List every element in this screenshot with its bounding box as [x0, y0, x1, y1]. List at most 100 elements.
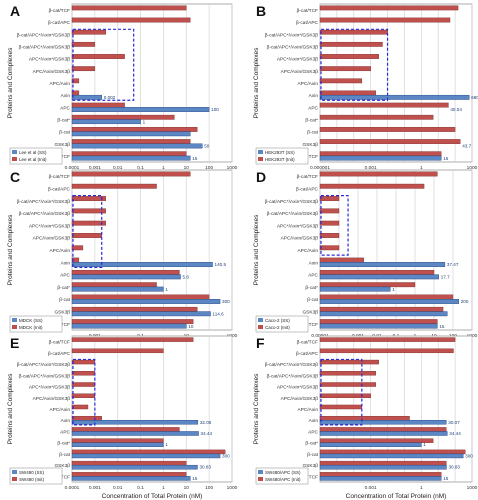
tick-label-x: 1 [162, 165, 165, 171]
bar-init [71, 17, 191, 23]
panel-letter: C [10, 169, 20, 185]
tick-label-x: 1 [162, 485, 165, 491]
bar-ss [319, 311, 448, 317]
y-axis-title: Proteins and Complexes [253, 47, 260, 119]
data-label: 30.83 [448, 465, 460, 470]
bar-init [319, 282, 416, 288]
legend-swatch [12, 150, 17, 154]
bar-ss [319, 453, 464, 459]
legend-label: MDCK (SS) [19, 318, 43, 323]
tick-label-category: APC [308, 429, 318, 435]
bar-init [71, 294, 210, 300]
bar-ss [71, 131, 191, 137]
bar-init [71, 306, 198, 312]
legend-label: MDCK (Init) [19, 325, 43, 330]
tick-label-category: β-cat/TCF [297, 340, 318, 346]
y-axis-title: Proteins and Complexes [253, 373, 260, 445]
bar-ss [319, 286, 391, 292]
bar-ss [71, 286, 164, 292]
bar-init [319, 359, 379, 365]
highlight-box [320, 358, 363, 426]
data-label: 34.44 [201, 431, 213, 436]
bar-init [319, 233, 340, 238]
tick-label-category: GSK3β [302, 142, 318, 148]
tick-label-category: APC*/Axin*/GSK3β [277, 57, 318, 63]
legend-label: HEK293T (Init) [265, 157, 295, 162]
tick-label-category: GSK3β [54, 310, 70, 316]
tick-label-category: APC [60, 273, 70, 279]
bar-init [319, 29, 388, 35]
tick-label-category: β-cat/APC*/Axin*/GSK3β [265, 32, 318, 38]
data-label: 100 [211, 107, 219, 112]
tick-label-x: 1000 [227, 485, 238, 491]
bar-ss [71, 420, 199, 425]
tick-label-category: β-cat/APC*/Axin/GSK3β [19, 211, 71, 217]
tick-label-category: APC/Axin/GSK3β [281, 69, 319, 75]
tick-label-category: β-cat/APC*/Axin/GSK3β [267, 211, 319, 217]
tick-label-category: β-cat/APC [296, 186, 318, 192]
data-label: 32.05 [200, 420, 212, 425]
tick-label-category: β-cat* [57, 117, 70, 123]
tick-label-category: Axin [61, 260, 71, 266]
tick-label-category: β-cat/APC [296, 351, 318, 357]
data-label: 140.5 [215, 262, 227, 267]
data-label: 300 [465, 453, 473, 458]
bar-ss [71, 431, 199, 436]
tick-label-category: β-cat/TCF [297, 174, 318, 180]
tick-label-category: β-cat* [305, 441, 318, 447]
bar-init [319, 404, 363, 410]
bar-init [71, 404, 89, 410]
bar-init [71, 282, 157, 288]
bar-ss [71, 119, 141, 125]
data-label: 1 [143, 119, 146, 124]
tick-label-x: 100 [205, 485, 213, 491]
data-label: 15 [443, 476, 449, 481]
tick-label-x: 1 [420, 165, 423, 171]
tick-label-x: 0.01 [113, 485, 123, 491]
bar-ss [71, 107, 210, 112]
bar-init [319, 449, 466, 455]
tick-label-category: Axin [61, 93, 71, 99]
bar-init [319, 472, 442, 477]
tick-label-category: APC/Axin [297, 81, 318, 87]
bar-ss [71, 476, 191, 481]
tick-label-category: GSK3β [54, 142, 70, 148]
tick-label-category: APC/Axin/GSK3β [281, 236, 319, 242]
plot-area [71, 169, 233, 331]
legend [255, 315, 309, 333]
tick-label-category: Axin [309, 93, 319, 99]
bar-ss [71, 155, 191, 161]
bar-ss [71, 143, 203, 149]
tick-label-category: APC/Axin/GSK3β [33, 236, 71, 242]
bar-init [319, 220, 340, 226]
data-label: 300 [222, 453, 230, 458]
bar-init [319, 90, 376, 96]
bar-init [71, 371, 96, 376]
highlight-box [72, 28, 135, 101]
bar-init [71, 183, 157, 189]
tick-label-category: APC*/Axin*/GSK3β [277, 385, 318, 391]
legend-swatch [258, 150, 263, 154]
bar-init [319, 208, 340, 214]
data-label: 300 [222, 299, 230, 304]
bar-ss [319, 420, 447, 425]
bar-ss [319, 431, 448, 436]
x-axis-title: Concentration of Total Protein (nM) [102, 493, 203, 500]
bar-init [71, 78, 80, 84]
legend-swatch [12, 477, 17, 481]
tick-label-category: APC/Axin [297, 248, 318, 254]
bar-ss [319, 464, 447, 470]
bar-init [71, 139, 191, 144]
tick-label-category: β-cat/APC [48, 20, 70, 26]
legend-label: SW480/APC (Init) [265, 477, 301, 482]
bar-ss [319, 94, 470, 100]
bar-ss [71, 299, 221, 304]
bar-ss [71, 442, 164, 447]
data-label: 15 [439, 324, 445, 329]
data-label: 43.7 [462, 144, 471, 149]
y-axis-title: Proteins and Complexes [7, 373, 14, 445]
tick-label-category: β-cat/APC*/Axin/GSK3β [267, 373, 319, 379]
